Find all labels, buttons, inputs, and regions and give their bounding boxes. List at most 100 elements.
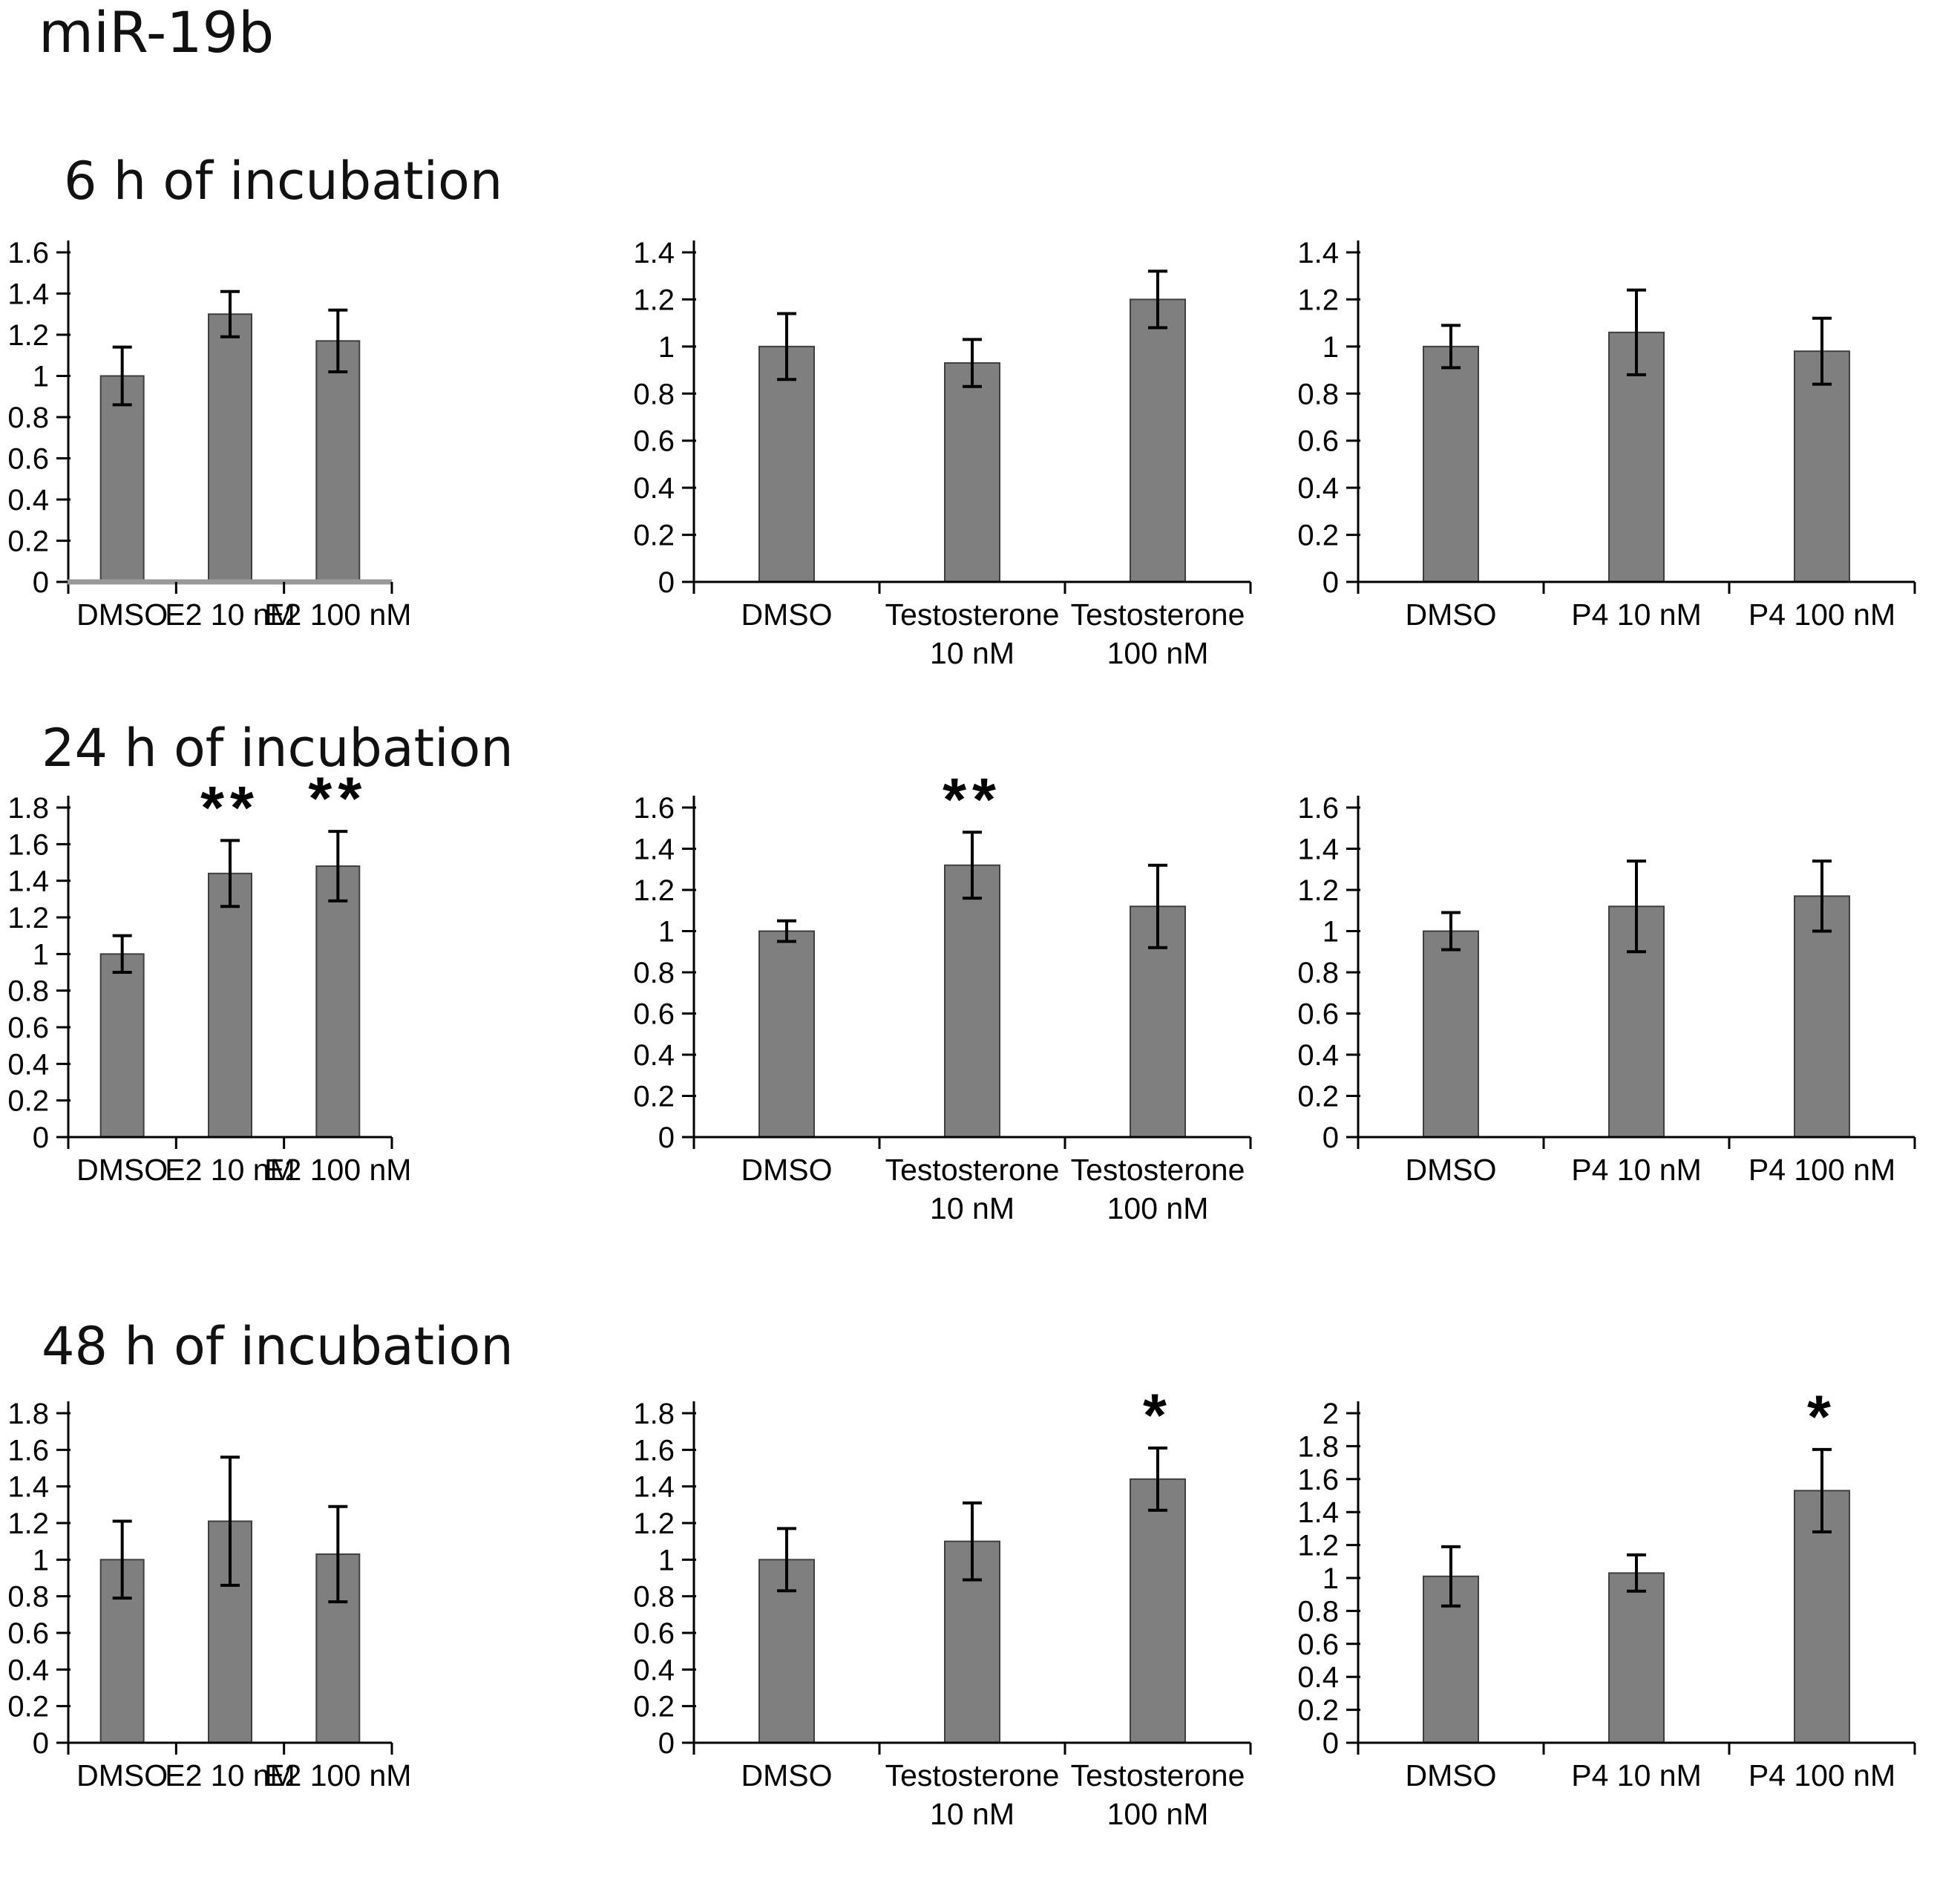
category-label: 100 nM — [1107, 1191, 1209, 1225]
y-tick-label: 1.2 — [633, 874, 675, 907]
bar — [1608, 1572, 1665, 1743]
y-tick-label: 1.4 — [633, 237, 675, 269]
y-tick-label: 1.6 — [633, 1434, 675, 1467]
bar — [1794, 350, 1850, 583]
category-label: DMSO — [76, 1153, 168, 1187]
bar — [99, 953, 145, 1138]
y-tick-label: 0.8 — [1297, 378, 1339, 410]
figure-title: miR-19b — [39, 0, 275, 65]
y-tick-label: 1.2 — [633, 284, 675, 316]
category-label: E2 100 nM — [264, 1758, 411, 1792]
y-tick-label: 0.4 — [633, 1039, 675, 1072]
category-label: DMSO — [76, 597, 168, 632]
chart-48h-testosterone: 0 0.2 0.4 0.6 0.8 1 1.2 1.4 1.6 1.8 DMSO Testostero… — [623, 1378, 1291, 1886]
category-label: DMSO — [1406, 1153, 1497, 1187]
y-tick-label: 1 — [1322, 1562, 1339, 1595]
y-tick-label: 0.4 — [1297, 1039, 1339, 1072]
y-tick-label: 1.6 — [633, 792, 675, 825]
y-tick-label: 0.4 — [7, 1048, 49, 1081]
y-tick-label: 0.6 — [633, 998, 675, 1031]
y-tick-label: 0.2 — [7, 1085, 49, 1118]
y-tick-label: 0.8 — [7, 402, 49, 434]
y-tick-label: 1.6 — [7, 828, 49, 861]
bar-chart-svg: 0 0.2 0.4 0.6 0.8 1 1.2 1.4 1.6 DMSO ** Testosteron… — [633, 766, 1252, 1225]
y-tick-label: 0.8 — [1297, 1595, 1339, 1628]
chart-6h-e2: 0 0.2 0.4 0.6 0.8 1 1.2 1.4 1.6 DMSO E2 10 nM E2 10… — [0, 217, 460, 725]
significance-marker: ** — [308, 772, 367, 833]
y-tick-label: 0.2 — [1297, 1695, 1339, 1727]
y-tick-label: 0.2 — [7, 1691, 49, 1723]
chart-48h-p4: 0 0.2 0.4 0.6 0.8 1 1.2 1.4 1.6 1.8 2 DMSO P4 10 nM *… — [1281, 1378, 1960, 1886]
y-tick-label: 0.4 — [633, 1654, 675, 1686]
category-label: P4 100 nM — [1748, 1153, 1895, 1187]
category-label: Testosterone — [885, 597, 1060, 632]
y-tick-label: 0.6 — [7, 1012, 49, 1044]
y-tick-label: 0 — [658, 1727, 675, 1760]
y-tick-label: 1.4 — [633, 834, 675, 866]
y-tick-label: 0.8 — [1297, 957, 1339, 989]
category-label: P4 100 nM — [1748, 597, 1895, 632]
category-label: Testosterone — [1071, 1758, 1245, 1792]
bar — [208, 872, 252, 1139]
y-tick-label: 0 — [33, 1727, 49, 1760]
y-tick-label: 2 — [1322, 1398, 1339, 1430]
category-label: DMSO — [741, 1153, 833, 1187]
y-tick-label: 0.6 — [7, 443, 49, 476]
y-tick-label: 0.2 — [633, 520, 675, 552]
y-tick-label: 0.6 — [1297, 1628, 1339, 1661]
bar — [1794, 895, 1850, 1138]
y-tick-label: 1.8 — [633, 1398, 675, 1430]
chart-24h-p4: 0 0.2 0.4 0.6 0.8 1 1.2 1.4 1.6 DMSO P4 10 nM P4 10… — [1281, 772, 1960, 1280]
chart-6h-testosterone: 0 0.2 0.4 0.6 0.8 1 1.2 1.4 DMSO Testosterone 10 n… — [623, 217, 1291, 725]
y-tick-label: 0.2 — [7, 525, 49, 558]
significance-marker: * — [1807, 1384, 1837, 1451]
y-tick-label: 1.8 — [1297, 1430, 1339, 1463]
y-tick-label: 0 — [1322, 1122, 1339, 1154]
y-tick-label: 1.4 — [1297, 237, 1339, 269]
y-tick-label: 0.8 — [633, 378, 675, 410]
y-tick-label: 1 — [658, 916, 675, 949]
category-label: Testosterone — [885, 1153, 1060, 1187]
y-tick-label: 1.6 — [7, 237, 49, 269]
chart-24h-e2: 0 0.2 0.4 0.6 0.8 1 1.2 1.4 1.6 1.8 DMSO ** E2 10 nM… — [0, 765, 460, 1280]
bar — [944, 362, 1000, 583]
y-tick-label: 0.4 — [1297, 472, 1339, 505]
y-tick-label: 0.4 — [7, 1654, 49, 1686]
category-label: Testosterone — [1071, 1153, 1245, 1187]
category-label: DMSO — [741, 597, 833, 632]
y-tick-label: 0.8 — [7, 1581, 49, 1614]
category-label: P4 10 nM — [1571, 597, 1702, 632]
bar-chart-svg: 0 0.2 0.4 0.6 0.8 1 1.2 1.4 DMSO P4 10 nM P4 100 n… — [1297, 237, 1916, 632]
category-label: E2 100 nM — [264, 1153, 411, 1187]
section-header-6h: 6 h of incubation — [64, 151, 503, 212]
category-label: 100 nM — [1107, 1797, 1209, 1831]
y-tick-label: 1 — [33, 938, 49, 971]
y-tick-label: 1.2 — [1297, 1530, 1339, 1562]
y-tick-label: 1.4 — [7, 278, 49, 311]
y-tick-label: 0.8 — [633, 957, 675, 989]
y-tick-label: 1.2 — [633, 1507, 675, 1540]
category-label: P4 10 nM — [1571, 1153, 1702, 1187]
y-tick-label: 0.2 — [633, 1691, 675, 1723]
bar — [99, 1559, 145, 1743]
bar — [315, 340, 361, 583]
y-tick-label: 1.4 — [7, 1471, 49, 1504]
y-tick-label: 0 — [33, 566, 49, 599]
y-tick-label: 1 — [658, 1544, 675, 1576]
y-tick-label: 0.2 — [1297, 1081, 1339, 1113]
y-tick-label: 0.8 — [633, 1581, 675, 1614]
y-tick-label: 0.2 — [633, 1081, 675, 1113]
y-tick-label: 1.2 — [7, 1507, 49, 1540]
bar-chart-svg: 0 0.2 0.4 0.6 0.8 1 1.2 1.4 DMSO Testosterone 10 n… — [633, 237, 1252, 670]
bar — [944, 864, 1000, 1138]
y-tick-label: 1.2 — [7, 319, 49, 352]
category-label: 10 nM — [930, 636, 1015, 670]
bar-chart-svg: 0 0.2 0.4 0.60.8 1 1.21.4 1.6 1.8 DMSO Testostero… — [633, 1382, 1252, 1831]
category-label: DMSO — [76, 1758, 168, 1792]
y-tick-label: 0 — [1322, 1727, 1339, 1760]
category-label: 10 nM — [930, 1191, 1015, 1225]
y-tick-label: 1.4 — [1297, 834, 1339, 866]
category-label: P4 10 nM — [1571, 1758, 1702, 1792]
